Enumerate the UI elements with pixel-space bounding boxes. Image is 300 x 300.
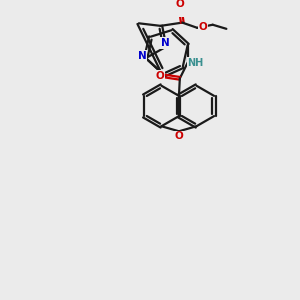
- Text: O: O: [156, 71, 164, 81]
- Text: O: O: [175, 131, 183, 141]
- Text: N: N: [138, 51, 146, 61]
- Text: NH: NH: [188, 58, 204, 68]
- Text: O: O: [175, 0, 184, 9]
- Text: O: O: [199, 22, 207, 32]
- Text: N: N: [160, 38, 169, 48]
